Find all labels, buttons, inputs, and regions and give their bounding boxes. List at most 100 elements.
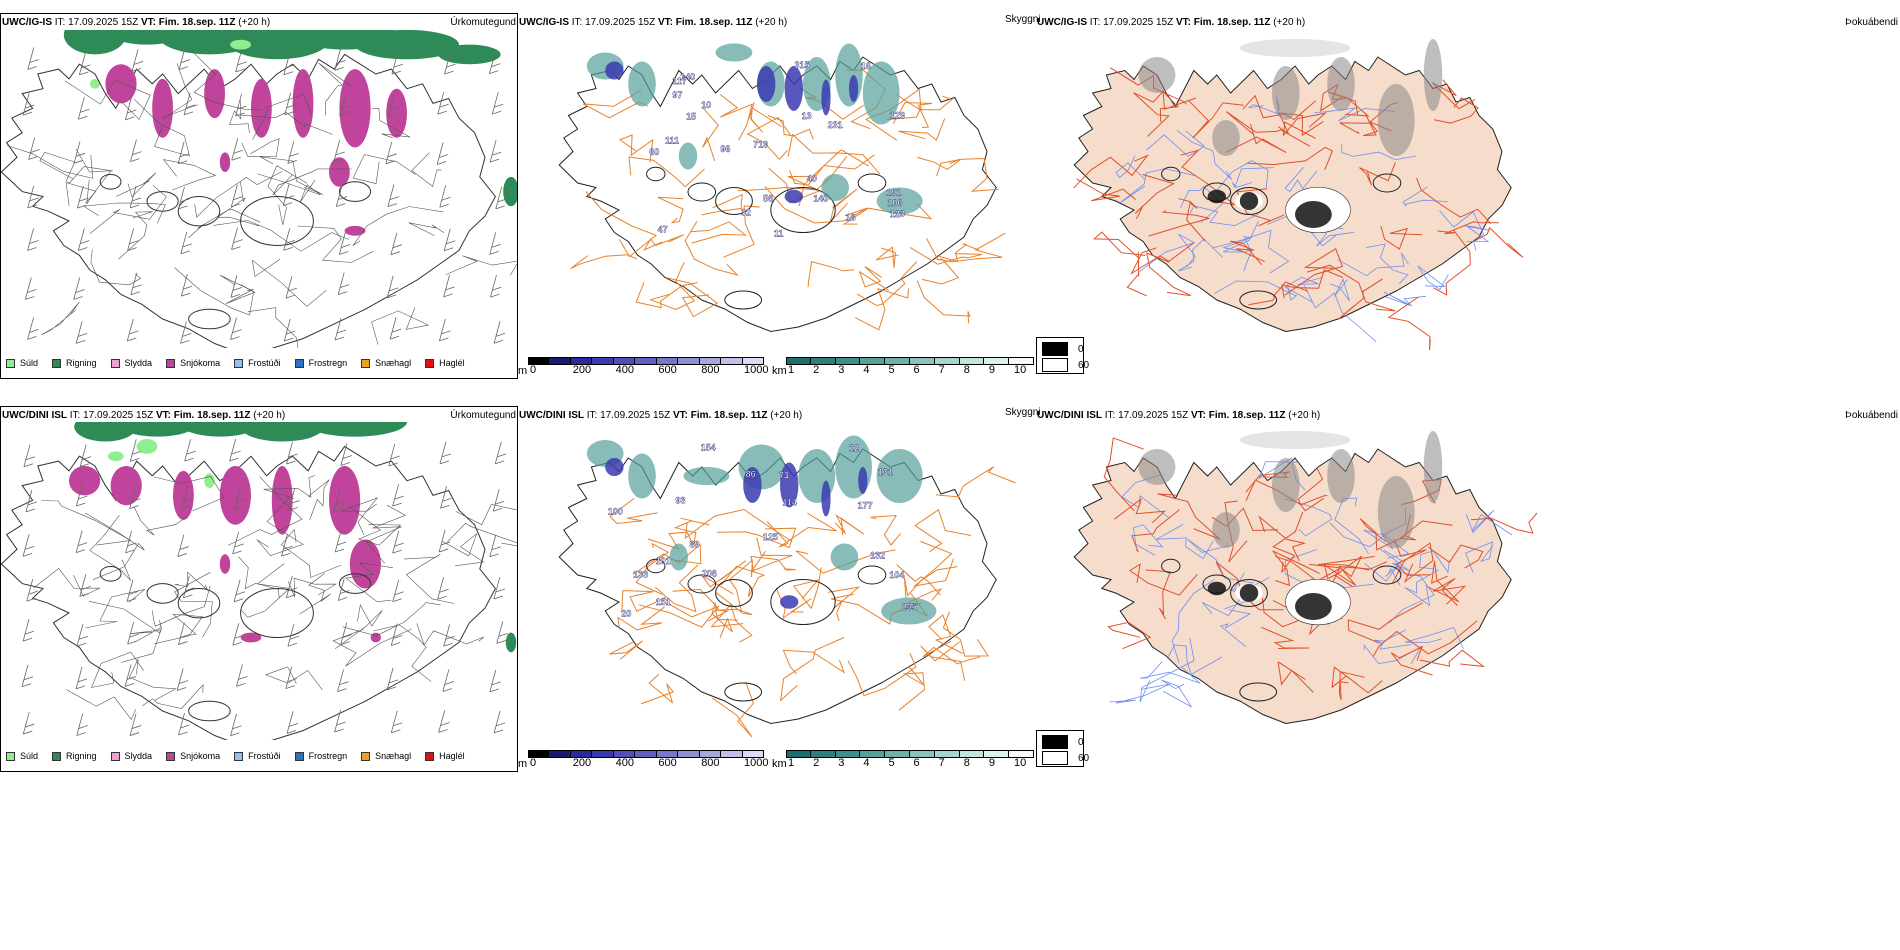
wind-barb-icon	[23, 444, 36, 468]
precip-legend-item: Súld	[6, 751, 38, 761]
wind-barb-icon	[129, 713, 142, 736]
fog-legend-label-60: 60	[1078, 752, 1090, 764]
wind-barb-icon	[22, 92, 35, 116]
colorbar-cell	[528, 357, 550, 365]
colorbar-tick-label: 10	[1014, 757, 1027, 769]
wind-barb-icon	[125, 530, 137, 554]
precip-header-row2: UWC/DINI ISL IT: 17.09.2025 15Z VT: Fim.…	[2, 410, 286, 421]
wind-barb-icon	[390, 232, 403, 256]
wind-barb-icon	[436, 142, 449, 165]
colorbar-tick-label: 4	[863, 757, 870, 769]
wind-barb-icon	[76, 186, 89, 209]
fog-title-row1: Þokuábendi	[1845, 17, 1898, 28]
wind-barb-icon	[28, 137, 40, 160]
wind-barb-icon	[73, 277, 85, 300]
cloud-value-label: 129	[890, 110, 905, 120]
wind-barb-icon	[386, 275, 399, 299]
wind-barb-icon	[389, 316, 402, 340]
wind-barb-icon	[287, 624, 300, 647]
cloud-value-label: 133	[633, 569, 648, 579]
wind-barb-icon	[443, 624, 455, 647]
colorbar-cell	[613, 750, 636, 758]
wind-barb-icon	[492, 489, 505, 512]
cloud-value-label: 13	[802, 111, 812, 121]
wind-barb-icon	[337, 669, 349, 692]
precip-legend-swatch	[425, 751, 435, 761]
precip-legend-label: Rigning	[66, 751, 97, 761]
ceiling-colorbar-row2	[528, 750, 764, 758]
wind-barb-icon	[176, 668, 189, 691]
cloud-value-label: 132	[870, 550, 885, 560]
wind-barb-icon	[391, 51, 403, 75]
wind-barb-icon	[443, 228, 456, 252]
colorbar-tick-label: 200	[572, 364, 592, 376]
precip-map-row1	[1, 30, 517, 348]
precip-panel-row2	[0, 406, 518, 772]
cloud-value-label: 12	[849, 443, 859, 453]
colorbar-tick-label: 7	[938, 757, 945, 769]
wind-barb-icon	[26, 578, 38, 602]
precip-legend-item: Frostúði	[234, 751, 281, 761]
colorbar-tick-label: 0	[530, 364, 537, 376]
colorbar-tick-label: 600	[658, 364, 677, 376]
wind-barb-icon	[333, 139, 345, 163]
colorbar-cell	[860, 357, 886, 365]
wind-barb-icon	[493, 576, 505, 600]
precip-legend-swatch	[425, 358, 435, 368]
wind-barb-icon	[234, 487, 246, 510]
precip-legend-label: Frostregn	[308, 358, 348, 368]
colorbar-cell	[656, 750, 679, 758]
cloud-value-label: 18	[846, 213, 856, 223]
precip-legend-label: Súld	[20, 358, 39, 368]
wind-barb-icon	[340, 443, 353, 466]
wind-barb-icon	[131, 49, 144, 72]
fog-legend-label-0: 0	[1078, 736, 1084, 748]
fog-map-row1	[1073, 39, 1524, 350]
ceiling-unit-row1: m	[518, 365, 528, 377]
wind-barb-icon	[283, 228, 295, 251]
wind-barb-icon	[392, 531, 404, 554]
precip-legend-item: Frostúði	[234, 358, 281, 368]
colorbar-tick-label: 7	[938, 364, 945, 376]
precip-legend-label: Snjókoma	[180, 358, 221, 368]
precip-legend-swatch	[166, 358, 176, 368]
colorbar-cell	[528, 750, 550, 758]
fog-header-row2: UWC/DINI ISL IT: 17.09.2025 15Z VT: Fim.…	[1037, 410, 1321, 421]
wind-barb-icon	[281, 533, 293, 557]
wind-barb-icon	[180, 321, 192, 344]
fog-header-row1: UWC/IG-IS IT: 17.09.2025 15Z VT: Fim. 18…	[1037, 17, 1306, 28]
colorbar-cell	[835, 357, 861, 365]
wind-barb-icon	[285, 666, 297, 690]
wind-barb-icon	[439, 441, 452, 465]
wind-barb-icon	[339, 93, 351, 117]
wind-barb-icon	[126, 318, 139, 342]
wind-barb-icon	[334, 709, 346, 733]
colorbar-cell	[885, 750, 910, 758]
wind-barb-icon	[385, 141, 397, 165]
cloud-header-row2: UWC/DINI ISL IT: 17.09.2025 15Z VT: Fim.…	[519, 410, 803, 421]
cloud-value-label: 315	[794, 60, 809, 70]
precip-legend-swatch	[6, 751, 15, 761]
wind-barb-icon	[438, 710, 450, 733]
wind-barb-icon	[180, 231, 192, 255]
precip-legend-swatch	[294, 751, 304, 761]
wind-barb-icon	[76, 713, 88, 736]
wind-barb-icon	[79, 574, 91, 597]
colorbar-cell	[959, 750, 985, 758]
precip-legend-swatch	[110, 358, 120, 368]
wind-barb-icon	[284, 92, 296, 116]
wind-barb-icon	[75, 321, 88, 344]
wind-barb-icon	[489, 140, 502, 163]
wind-barb-icon	[177, 534, 189, 557]
wind-barb-icon	[184, 439, 196, 462]
precip-legend-label: Snæhagl	[375, 751, 412, 761]
fog-legend-label-0: 0	[1078, 343, 1084, 355]
wind-barb-icon	[335, 184, 348, 207]
cloud-value-label: 40	[807, 174, 817, 184]
wind-barb-icon	[178, 186, 190, 210]
colorbar-tick-label: 0	[530, 757, 537, 769]
colorbar-tick-label: 2	[813, 757, 820, 769]
colorbar-tick-label: 6	[913, 757, 920, 769]
colorbar-cell	[786, 357, 811, 365]
colorbar-tick-label: 8	[963, 364, 970, 376]
